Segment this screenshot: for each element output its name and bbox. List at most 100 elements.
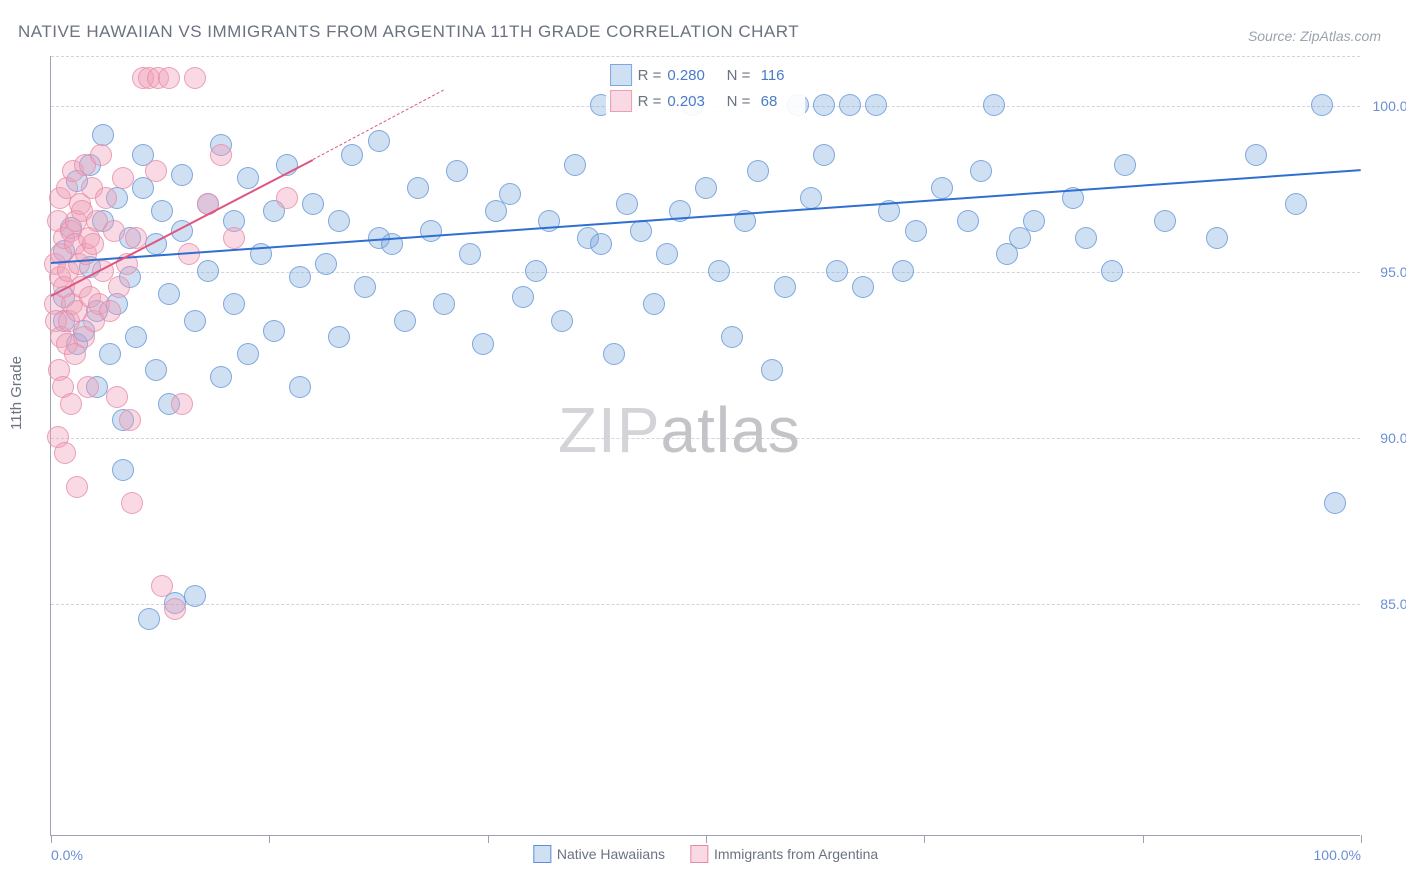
data-point	[695, 177, 717, 199]
data-point	[223, 293, 245, 315]
legend-stat-label: N =	[718, 93, 750, 110]
legend-n-value: 116	[756, 67, 801, 84]
legend-item: Native Hawaiians	[533, 845, 665, 863]
legend-item: Immigrants from Argentina	[690, 845, 878, 863]
data-point	[590, 233, 612, 255]
data-point	[95, 187, 117, 209]
data-point	[184, 585, 206, 607]
chart-title: NATIVE HAWAIIAN VS IMMIGRANTS FROM ARGEN…	[18, 22, 799, 42]
legend-swatch	[610, 90, 632, 112]
data-point	[813, 144, 835, 166]
x-tick-label: 100.0%	[1314, 847, 1361, 863]
data-point	[354, 276, 376, 298]
data-point	[407, 177, 429, 199]
data-point	[957, 210, 979, 232]
data-point	[66, 476, 88, 498]
x-tick	[269, 835, 270, 843]
watermark: ZIPatlas	[558, 393, 801, 467]
data-point	[99, 300, 121, 322]
x-tick	[51, 835, 52, 843]
data-point	[223, 227, 245, 249]
data-point	[171, 164, 193, 186]
data-point	[77, 376, 99, 398]
data-point	[158, 67, 180, 89]
legend-row: R =0.280 N = 116	[610, 62, 802, 88]
data-point	[302, 193, 324, 215]
plot-area: ZIPatlas R = 0.280 N = 116 R =0.203 N = 68…	[50, 56, 1360, 836]
data-point	[289, 376, 311, 398]
x-tick	[1143, 835, 1144, 843]
data-point	[106, 386, 128, 408]
data-point	[1114, 154, 1136, 176]
legend-stat-label: R =	[638, 67, 662, 84]
x-tick	[1361, 835, 1362, 843]
gridline-h	[51, 56, 1360, 57]
legend-row: R =0.203 N = 68	[610, 88, 802, 114]
data-point	[616, 193, 638, 215]
x-tick	[488, 835, 489, 843]
data-point	[852, 276, 874, 298]
data-point	[394, 310, 416, 332]
data-point	[151, 200, 173, 222]
data-point	[656, 243, 678, 265]
data-point	[1206, 227, 1228, 249]
data-point	[99, 343, 121, 365]
data-point	[865, 94, 887, 116]
data-point	[368, 130, 390, 152]
y-tick-label: 95.0%	[1380, 264, 1406, 280]
gridline-h	[51, 604, 1360, 605]
data-point	[289, 266, 311, 288]
legend-r-value: 0.280	[667, 67, 712, 84]
data-point	[761, 359, 783, 381]
data-point	[138, 608, 160, 630]
data-point	[970, 160, 992, 182]
x-tick-label: 0.0%	[51, 847, 83, 863]
data-point	[82, 233, 104, 255]
data-point	[800, 187, 822, 209]
data-point	[263, 320, 285, 342]
data-point	[145, 160, 167, 182]
y-axis-label: 11th Grade	[8, 356, 25, 430]
legend-label: Immigrants from Argentina	[714, 846, 878, 862]
data-point	[512, 286, 534, 308]
data-point	[1324, 492, 1346, 514]
data-point	[90, 144, 112, 166]
data-point	[459, 243, 481, 265]
data-point	[1101, 260, 1123, 282]
data-point	[210, 144, 232, 166]
data-point	[1285, 193, 1307, 215]
data-point	[433, 293, 455, 315]
series-legend: Native Hawaiians Immigrants from Argentin…	[523, 845, 888, 863]
data-point	[525, 260, 547, 282]
data-point	[158, 283, 180, 305]
data-point	[108, 276, 130, 298]
x-tick	[924, 835, 925, 843]
data-point	[112, 459, 134, 481]
data-point	[1023, 210, 1045, 232]
data-point	[983, 94, 1005, 116]
legend-r-value: 0.203	[667, 93, 712, 110]
data-point	[603, 343, 625, 365]
correlation-legend: R = 0.280 N = 116 R =0.203 N = 68	[606, 60, 806, 116]
legend-swatch	[690, 845, 708, 863]
data-point	[499, 183, 521, 205]
data-point	[708, 260, 730, 282]
y-tick-label: 100.0%	[1373, 98, 1406, 114]
data-point	[472, 333, 494, 355]
data-point	[92, 124, 114, 146]
y-tick-label: 90.0%	[1380, 430, 1406, 446]
data-point	[237, 167, 259, 189]
data-point	[121, 492, 143, 514]
legend-swatch	[610, 64, 632, 86]
data-point	[747, 160, 769, 182]
data-point	[813, 94, 835, 116]
data-point	[328, 326, 350, 348]
data-point	[164, 598, 186, 620]
data-point	[112, 167, 134, 189]
data-point	[630, 220, 652, 242]
data-point	[103, 220, 125, 242]
data-point	[839, 94, 861, 116]
data-point	[826, 260, 848, 282]
legend-n-value: 68	[756, 93, 801, 110]
data-point	[184, 67, 206, 89]
